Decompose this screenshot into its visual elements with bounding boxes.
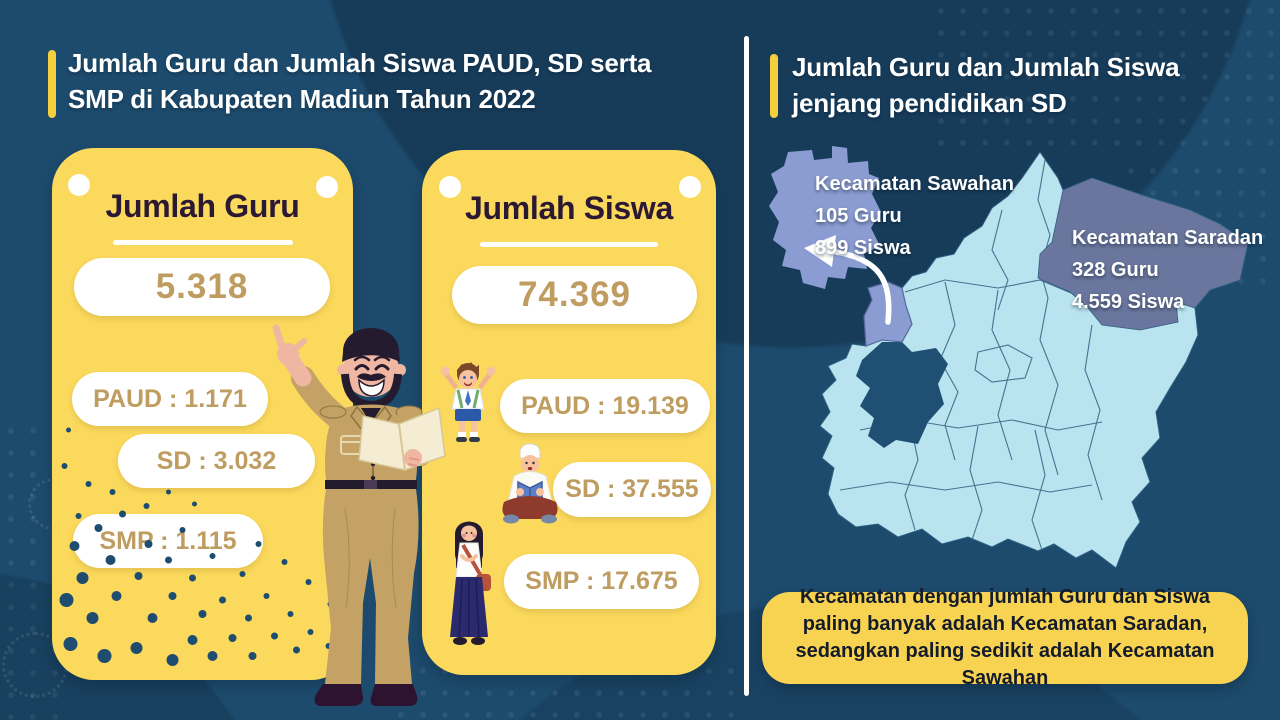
confetti-dots-decoration — [59, 427, 350, 666]
main-title-line2: SMP di Kabupaten Madiun Tahun 2022 — [68, 84, 536, 114]
stat-pill-sd: SD : 37.555 — [553, 462, 711, 517]
saradan-guru: 328 Guru — [1072, 259, 1159, 281]
sawahan-siswa: 899 Siswa — [815, 237, 911, 259]
guru-card-heading: Jumlah Guru — [105, 188, 300, 224]
card-corner-dot — [439, 176, 461, 198]
map-title-line2: jenjang pendidikan SD — [792, 88, 1067, 118]
panel-divider — [744, 36, 749, 696]
smp-student-illustration — [450, 521, 491, 645]
card-corner-dot — [68, 174, 90, 196]
saradan-siswa: 4.559 Siswa — [1072, 291, 1185, 313]
arrow-icon — [804, 235, 892, 325]
saradan-label: Kecamatan Saradan 328 Guru 4.559 Siswa — [1072, 222, 1263, 318]
left-title-accent-bar — [48, 50, 56, 118]
main-title: Jumlah Guru dan Jumlah Siswa PAUD, SD se… — [68, 45, 728, 117]
siswa-card-heading: Jumlah Siswa — [464, 190, 674, 226]
sawahan-name: Kecamatan Sawahan — [815, 173, 1014, 195]
map-title-line1: Jumlah Guru dan Jumlah Siswa — [792, 52, 1180, 82]
stat-pill-paud: PAUD : 19.139 — [500, 379, 710, 433]
heading-underline — [480, 242, 658, 247]
card-corner-dot — [679, 176, 701, 198]
conclusion-note-text: Kecamatan dengan jumlah Guru dan Siswa p… — [795, 586, 1215, 689]
siswa-total-pill: 74.369 — [452, 266, 697, 324]
siswa-card: Jumlah Siswa 74.369 PAUD : 19.139 SD : 3… — [422, 150, 716, 675]
sawahan-guru: 105 Guru — [815, 205, 902, 227]
saradan-region — [1037, 177, 1249, 331]
paud-student-illustration — [440, 362, 496, 442]
madiun-map — [769, 146, 1249, 569]
stat-pill-smp: SMP : 1.115 — [73, 514, 263, 568]
heading-underline — [113, 240, 293, 245]
guru-card: Jumlah Guru 5.318 PAUD : 1.171 SD : 3.03… — [52, 148, 353, 680]
main-title-line1: Jumlah Guru dan Jumlah Siswa PAUD, SD se… — [68, 48, 652, 78]
map-dark-region — [856, 342, 948, 448]
right-title-accent-bar — [770, 54, 778, 118]
conclusion-note: Kecamatan dengan jumlah Guru dan Siswa p… — [762, 586, 1248, 689]
sd-student-illustration — [502, 443, 558, 524]
stat-pill-paud: PAUD : 1.171 — [72, 372, 268, 426]
teacher-illustration — [272, 324, 446, 706]
map-section-title: Jumlah Guru dan Jumlah Siswa jenjang pen… — [792, 49, 1252, 121]
sawahan-label: Kecamatan Sawahan 105 Guru 899 Siswa — [815, 168, 1014, 264]
stat-pill-smp: SMP : 17.675 — [504, 554, 699, 609]
guru-total-pill: 5.318 — [74, 258, 330, 316]
sawahan-region-highlight — [769, 146, 881, 289]
card-corner-dot — [316, 176, 338, 198]
saradan-name: Kecamatan Saradan — [1072, 227, 1264, 249]
stat-pill-sd: SD : 3.032 — [118, 434, 315, 488]
